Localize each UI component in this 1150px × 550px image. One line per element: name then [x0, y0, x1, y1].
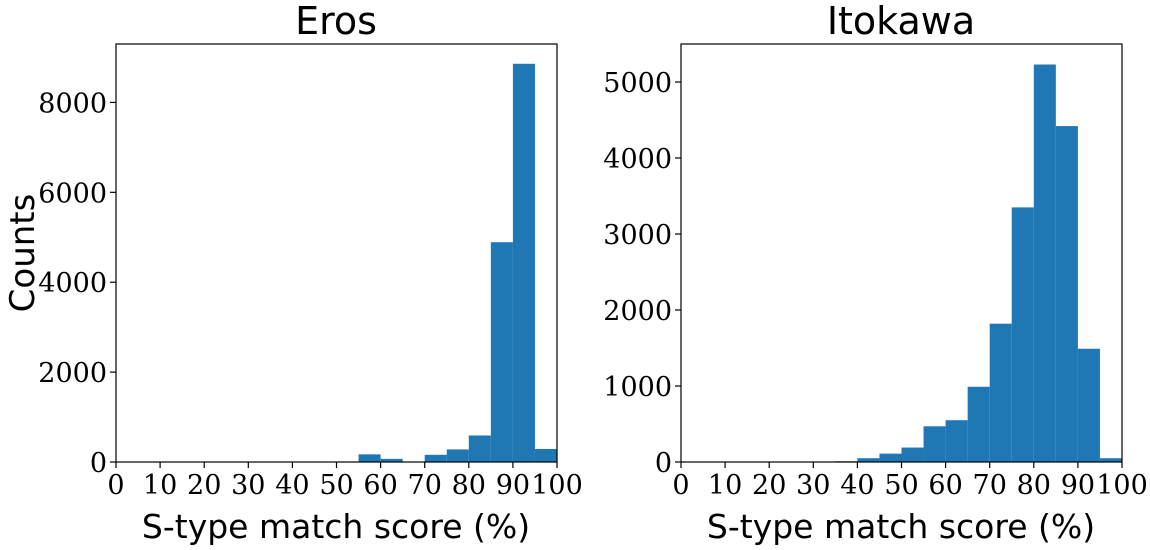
itokawa-bar-40-45	[857, 458, 880, 462]
itokawa-bar-50-55	[901, 447, 924, 462]
eros-x-tick-label: 0	[107, 470, 124, 501]
itokawa-bar-80-85	[1033, 64, 1056, 463]
itokawa-axes-frame	[680, 43, 1123, 463]
eros-x-tick-label: 50	[319, 470, 353, 501]
itokawa-title: Itokawa	[827, 0, 975, 43]
eros-y-axis-label: Counts	[3, 194, 43, 313]
eros-x-tick-label: 30	[231, 470, 265, 501]
itokawa-bar-60-65	[945, 420, 968, 462]
eros-y-tick-label: 2000	[38, 358, 107, 389]
itokawa-y-tick-label: 4000	[603, 144, 672, 175]
eros-bar-80-85	[468, 435, 491, 462]
itokawa-bar-45-50	[879, 453, 902, 462]
itokawa-x-tick-label: 90	[1061, 470, 1095, 501]
eros-histogram-panel: Eros Counts S-type match score (%) 0 10 20…	[3, 0, 583, 546]
itokawa-bars	[813, 64, 1122, 463]
eros-y-tick-label: 6000	[38, 178, 107, 209]
itokawa-x-tick-label: 0	[672, 470, 689, 501]
eros-x-tick-label: 40	[275, 470, 309, 501]
itokawa-y-tick-label: 2000	[603, 296, 672, 327]
eros-x-tick-label: 80	[452, 470, 486, 501]
itokawa-x-tick-label: 30	[796, 470, 830, 501]
eros-bar-60-65	[380, 458, 403, 462]
itokawa-bar-65-70	[967, 386, 990, 462]
eros-bars	[358, 63, 557, 463]
itokawa-histogram-panel: Itokawa S-type match score (%) 0 10 20 30 40…	[603, 0, 1147, 546]
eros-x-tick-label: 10	[143, 470, 177, 501]
itokawa-x-tick-label: 60	[928, 470, 962, 501]
itokawa-x-tick-label: 100	[1096, 470, 1148, 501]
eros-bar-85-90	[490, 242, 513, 462]
itokawa-bar-90-95	[1077, 348, 1100, 462]
itokawa-x-tick-label: 70	[973, 470, 1007, 501]
eros-y-tick-label: 0	[90, 448, 107, 479]
eros-x-tick-label: 20	[187, 470, 221, 501]
eros-bar-75-80	[446, 449, 469, 462]
eros-bar-55-60	[358, 454, 381, 462]
eros-x-tick-label: 60	[363, 470, 397, 501]
itokawa-bar-55-60	[923, 426, 946, 462]
eros-title: Eros	[295, 0, 377, 43]
itokawa-y-tick-label: 0	[655, 448, 672, 479]
eros-axes-frame	[115, 43, 558, 463]
itokawa-y-tick-label: 5000	[603, 68, 672, 99]
itokawa-x-tick-label: 10	[708, 470, 742, 501]
itokawa-bar-95-100	[1099, 458, 1122, 462]
itokawa-x-tick-label: 40	[840, 470, 874, 501]
eros-bar-90-95	[512, 63, 535, 463]
eros-x-tick-label: 100	[531, 470, 583, 501]
eros-x-tick-label: 70	[408, 470, 442, 501]
eros-y-tick-label: 4000	[38, 268, 107, 299]
eros-ticks: 0 10 20 30 40 50 60 70 80 90 100 0 2000 4000 6000 8000	[38, 88, 582, 501]
itokawa-y-tick-label: 1000	[603, 372, 672, 403]
itokawa-y-tick-label: 3000	[603, 220, 672, 251]
eros-x-tick-label: 90	[496, 470, 530, 501]
itokawa-bar-85-90	[1055, 126, 1078, 462]
itokawa-x-axis-label: S-type match score (%)	[707, 507, 1095, 546]
eros-bar-95-100	[534, 448, 557, 462]
eros-bar-70-75	[424, 454, 447, 462]
itokawa-bar-70-75	[989, 323, 1012, 462]
itokawa-x-tick-label: 50	[884, 470, 918, 501]
eros-y-tick-label: 8000	[38, 88, 107, 119]
itokawa-x-tick-label: 20	[752, 470, 786, 501]
itokawa-ticks: 0 10 20 30 40 50 60 70 80 90 100010002000300040005…	[603, 68, 1147, 501]
itokawa-x-tick-label: 80	[1017, 470, 1051, 501]
itokawa-bar-75-80	[1011, 207, 1034, 462]
eros-x-axis-label: S-type match score (%)	[142, 507, 530, 546]
